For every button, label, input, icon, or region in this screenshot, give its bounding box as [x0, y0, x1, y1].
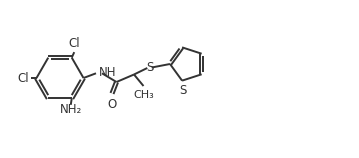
Text: Cl: Cl — [18, 72, 29, 85]
Text: NH₂: NH₂ — [60, 103, 82, 116]
Text: S: S — [146, 61, 153, 74]
Text: Cl: Cl — [69, 37, 80, 50]
Text: S: S — [179, 84, 186, 97]
Text: O: O — [107, 98, 116, 111]
Text: NH: NH — [99, 66, 117, 79]
Text: CH₃: CH₃ — [134, 90, 154, 100]
